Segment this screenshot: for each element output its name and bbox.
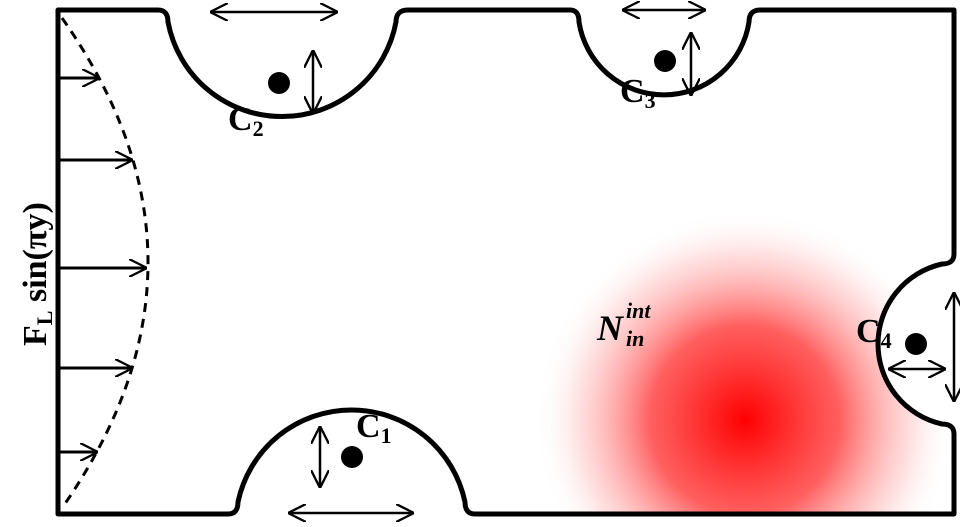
- source-label-sub: in: [626, 326, 644, 351]
- label-c4: C4: [856, 313, 892, 353]
- source-label: N int in: [596, 298, 651, 351]
- c1-center-dot: [341, 446, 363, 468]
- motion-arrows: [210, 10, 954, 513]
- source-label-sup: int: [626, 298, 651, 323]
- c2-center-dot: [268, 72, 290, 94]
- inflow-force-label: FL sin(πy): [17, 202, 57, 346]
- inflow-profile-curve: [60, 17, 150, 509]
- label-c2: C2: [228, 101, 264, 141]
- domain-boundary: [55, 7, 957, 517]
- c3-center-dot: [654, 50, 676, 72]
- c4-center-dot: [905, 333, 927, 355]
- label-c1: C1: [356, 408, 392, 448]
- inflow-arrows: [58, 78, 147, 452]
- label-c3: C3: [620, 73, 656, 113]
- source-label-main: N: [596, 308, 625, 348]
